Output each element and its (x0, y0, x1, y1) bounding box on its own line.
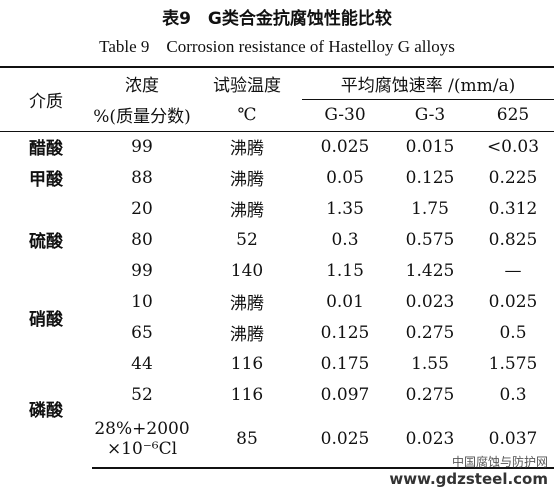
watermark-url: www.gdzsteel.com (389, 470, 548, 488)
cell-line: 28%+2000 (94, 418, 190, 439)
header-cell: %(质量分数) (92, 99, 192, 132)
cell: 99 (131, 260, 153, 281)
cell: 20 (131, 198, 153, 219)
cell: 0.3 (331, 229, 359, 250)
cell: 116 (230, 384, 264, 405)
table-row: 硝酸 10 沸腾 0.01 0.023 0.025 (0, 286, 554, 330)
table-row: 65 沸腾 0.125 0.275 0.5 (0, 317, 554, 348)
header-cell: 浓度 (92, 66, 192, 99)
cell: 1.425 (405, 260, 455, 281)
cell: <0.03 (486, 136, 540, 157)
medium-cell: 硫酸 (29, 232, 63, 252)
cell: 0.025 (320, 136, 370, 157)
cell: 0.125 (320, 322, 370, 343)
table-row: 磷酸 44 116 0.175 1.55 1.575 (0, 348, 554, 421)
cell: 0.825 (488, 229, 538, 250)
cell: 沸腾 (230, 201, 264, 221)
cell: 85 (192, 410, 302, 469)
cell: 10 (131, 291, 153, 312)
cell: 0.225 (488, 167, 538, 188)
cell: 28%+2000 ×10⁻⁶Cl (92, 410, 192, 469)
table-row: 99 140 1.15 1.425 — (0, 255, 554, 286)
cell: 116 (230, 353, 264, 374)
header-cell: 平均腐蚀速率 /(mm/a) (302, 66, 554, 100)
cell: 沸腾 (230, 170, 264, 190)
watermark: 中国腐蚀与防护网 www.gdzsteel.com (389, 453, 548, 488)
header-cell: 介质 (0, 66, 92, 132)
cell: 1.75 (411, 198, 449, 219)
cell: — (504, 260, 522, 281)
cell: 0.015 (405, 136, 455, 157)
table-subtitle: Table 9 Corrosion resistance of Hastello… (99, 37, 455, 56)
cell: 0.05 (326, 167, 364, 188)
cell: 0.023 (405, 291, 455, 312)
cell: 1.575 (488, 353, 538, 374)
cell: 80 (131, 229, 153, 250)
cell: 52 (236, 229, 258, 250)
cell: 0.01 (326, 291, 364, 312)
cell: 1.55 (411, 353, 449, 374)
header-cell: 625 (472, 99, 554, 132)
medium-cell: 醋酸 (29, 139, 63, 160)
cell: 0.175 (320, 353, 370, 374)
medium-cell: 硝酸 (29, 309, 63, 330)
table-row: 甲酸 88 沸腾 0.05 0.125 0.225 (0, 162, 554, 193)
cell: 0.275 (405, 384, 455, 405)
cell: 0.097 (320, 384, 370, 405)
cell: 0.3 (499, 384, 527, 405)
header-cell: 试验温度 (192, 66, 302, 99)
cell: 52 (131, 384, 153, 405)
cell-line: ×10⁻⁶Cl (106, 438, 178, 459)
cell: 0.025 (302, 410, 388, 469)
cell: 沸腾 (230, 294, 264, 314)
cell: 0.025 (488, 291, 538, 312)
table-row: 52 116 0.097 0.275 0.3 (0, 379, 554, 410)
cell: 1.35 (326, 198, 364, 219)
header-row: %(质量分数) ℃ G-30 G-3 625 (0, 99, 554, 132)
cell: 140 (230, 260, 264, 281)
header-cell: ℃ (192, 99, 302, 132)
medium-cell: 甲酸 (29, 170, 63, 190)
cell: 65 (131, 322, 153, 343)
cell: 99 (131, 136, 153, 157)
watermark-text: 中国腐蚀与防护网 (451, 455, 548, 469)
cell: 88 (131, 167, 153, 188)
cell: 0.275 (405, 322, 455, 343)
table-body: 醋酸 99 沸腾 0.025 0.015 <0.03 甲酸 88 沸腾 0.05 0.125 0.22… (0, 131, 554, 469)
cell: 1.15 (326, 260, 364, 281)
cell: 0.023 (388, 410, 472, 469)
cell: 0.575 (405, 229, 455, 250)
cell: 沸腾 (230, 139, 264, 160)
table-row: 80 52 0.3 0.575 0.825 (0, 224, 554, 255)
table-row: 28%+2000 ×10⁻⁶Cl 85 0.025 0.023 0.037 (0, 410, 554, 469)
table-head: 介质 浓度 试验温度 平均腐蚀速率 /(mm/a) %(质量分数) ℃ G-30… (0, 66, 554, 132)
header-row: 介质 浓度 试验温度 平均腐蚀速率 /(mm/a) (0, 66, 554, 132)
cell: 0.125 (405, 167, 455, 188)
medium-cell: 磷酸 (29, 400, 63, 421)
header-cell: G-30 (302, 99, 388, 132)
cell: 0.5 (499, 322, 527, 343)
cell: 沸腾 (230, 325, 264, 345)
cell: 0.037 (472, 410, 554, 469)
header-cell: G-3 (388, 99, 472, 132)
table-row: 醋酸 99 沸腾 0.025 0.015 <0.03 (0, 131, 554, 162)
table: 介质 浓度 试验温度 平均腐蚀速率 /(mm/a) %(质量分数) ℃ G-30… (0, 66, 554, 469)
cell: 0.312 (488, 198, 538, 219)
table-row: 硫酸 20 沸腾 1.35 1.75 0.312 (0, 193, 554, 253)
table-title: 表9 G类合金抗腐蚀性能比较 (162, 9, 392, 29)
cell: 44 (131, 353, 153, 374)
